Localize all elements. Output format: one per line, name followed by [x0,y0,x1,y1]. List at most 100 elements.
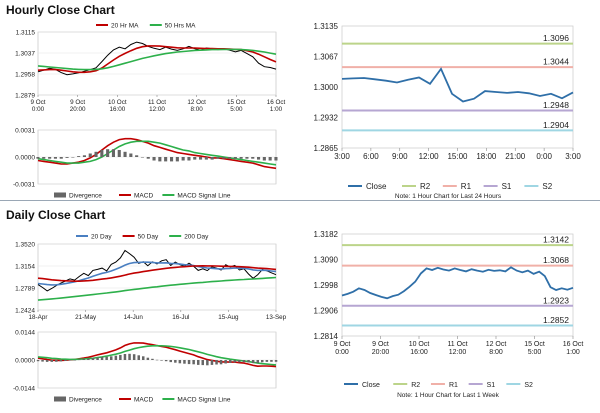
divergence-bar [228,157,232,159]
divergence-bar [262,157,266,161]
y-tick-label: 1.2789 [15,286,35,293]
x-tick-label: 18:00 [476,152,497,161]
y-tick-label: 0.0031 [15,128,35,135]
divergence-bar [204,157,208,160]
y-tick-label: 0.0000 [15,155,35,162]
divergence-bar [158,157,162,162]
divergence-bar [251,157,255,159]
divergence-bar [193,157,197,160]
daily-macd-chart: 0.0144 0.0000 -0.0144 Divergence MACD MACD Si… [13,330,278,404]
daily-price-chart: 1.3520 1.3154 1.2789 1.2424 20 Day 50 Day 200 … [15,234,287,322]
divergence-bar [210,157,214,160]
y-tick-label: 1.2906 [314,307,339,316]
divergence-bar [178,360,182,364]
divergence-bar [245,157,249,159]
legend-label: 50 Day [138,234,159,241]
divergence-bar [181,157,185,161]
legend-label: R2 [411,382,420,389]
divergence-bar [183,360,186,364]
plot-frame [341,25,574,149]
legend-label: R1 [449,382,458,389]
y-tick-label: 1.2814 [314,332,339,341]
x-tick-label: 15:00 [447,152,468,161]
x-tick-label: 18-Apr [29,314,48,321]
divergence-bar [48,157,52,159]
x-tick-label: 5:00 [528,349,542,356]
divergence-bar [82,359,85,360]
divergence-bar [169,360,172,363]
divergence-bar [100,356,104,360]
legend-label: 20 Hr MA [111,23,139,30]
divergence-bar [59,157,63,159]
plot-frame [37,31,277,96]
divergence-bar [270,360,273,362]
x-tick-label: 16:00 [410,349,428,356]
x-tick-label: 21-May [75,314,97,321]
series-line-macd-signal-line [37,140,277,166]
x-tick-label: 3:00 [334,152,350,161]
divergence-bar [247,360,250,363]
y-tick-label: 1.2424 [15,308,35,315]
divergence-bar [265,360,269,362]
divergence-bar [59,360,63,362]
divergence-bar [82,155,86,157]
divergence-bar [210,360,214,365]
x-tick-label: 0:00 [32,106,45,113]
y-tick-label: -0.0144 [13,386,35,393]
y-tick-label: 1.3090 [314,256,339,265]
legend-label: Close [366,182,387,191]
x-tick-label: 3:00 [565,152,581,161]
x-tick-label: 11 Oct [148,99,166,106]
x-tick-label: 16 Oct [267,99,286,106]
divergence-bar [146,157,150,159]
divergence-bar [65,157,69,158]
divergence-bar [55,360,58,362]
close-line [341,67,574,103]
divergence-bar [192,360,195,365]
x-tick-label: 0:00 [335,349,349,356]
divergence-bar [268,157,272,161]
x-tick-label: 1:00 [270,106,283,113]
divergence-bar [199,157,203,160]
legend-label: 200 Day [184,234,209,241]
x-tick-label: 15-Aug [218,314,239,321]
divergence-bar [164,360,168,362]
x-tick-label: 10 Oct [108,99,127,106]
divergence-bar [219,360,223,365]
series-line-200-day [37,276,277,301]
divergence-bar [45,360,49,362]
legend-label: Divergence [69,397,102,404]
y-tick-label: 1.3135 [314,22,339,31]
y-tick-label: -0.0031 [13,182,35,189]
chart-note: Note: 1 Hour Chart for Last 1 Week [397,392,500,399]
hourly-24h-chart: 1.3135 1.3067 1.3000 1.2932 1.2865 1.3096 1.30… [314,22,582,200]
divergence-bar [132,354,136,360]
legend-swatch [54,396,66,402]
x-tick-label: 13-Sep [266,314,287,321]
divergence-bar [88,153,92,157]
x-tick-label: 9 Oct [334,341,351,348]
y-tick-label: 1.2958 [15,72,35,79]
x-tick-label: 15 Oct [227,99,246,106]
legend-label: MACD [134,193,153,200]
divergence-bar [257,157,261,160]
level-label-r2: 1.3096 [543,33,569,43]
divergence-bar [64,360,67,361]
section-divider [0,200,600,201]
divergence-bar [151,358,154,360]
divergence-bar [117,150,121,157]
y-tick-label: 1.3154 [15,264,35,271]
divergence-bar [187,157,191,161]
divergence-bar [206,360,209,366]
level-label-r1: 1.3068 [543,255,569,265]
legend-label: 50 Hrs MA [165,23,196,30]
x-tick-label: 20:00 [70,106,86,113]
divergence-bar [129,153,133,157]
x-tick-label: 16-Jul [172,314,189,321]
x-tick-label: 1:00 [566,349,580,356]
series-line-macd-signal-line [37,345,277,366]
y-tick-label: 1.2865 [314,144,339,153]
divergence-bar [77,156,81,157]
series-line-50-day [37,264,277,282]
plot-frame [37,243,277,311]
